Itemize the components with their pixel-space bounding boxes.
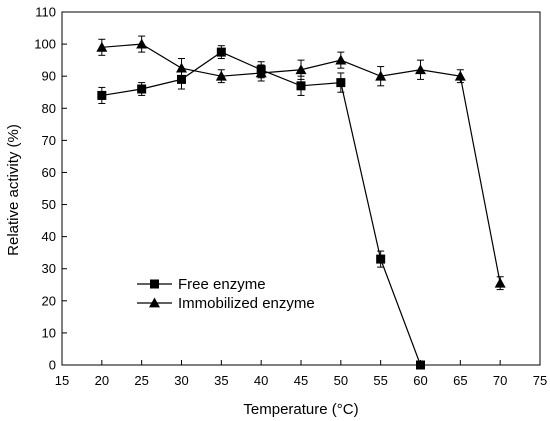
square-marker [137, 84, 147, 94]
y-tick-label: 90 [42, 69, 56, 84]
legend-item: Immobilized enzyme [137, 295, 315, 312]
x-tick-label: 60 [413, 373, 427, 388]
triangle-marker [494, 277, 506, 288]
triangle-marker [454, 70, 466, 81]
square-marker [97, 90, 107, 100]
square-marker [216, 47, 226, 57]
series-free-enzyme [97, 45, 425, 370]
x-tick-label: 50 [334, 373, 348, 388]
y-tick-label: 20 [42, 293, 56, 308]
square-marker [416, 360, 425, 370]
x-tick-label: 30 [174, 373, 188, 388]
legend-label: Free enzyme [178, 276, 266, 293]
x-tick-label: 55 [373, 373, 387, 388]
square-marker [177, 74, 186, 84]
triangle-marker [255, 67, 267, 78]
x-tick-label: 45 [294, 373, 308, 388]
y-tick-label: 70 [42, 133, 56, 148]
y-tick-label: 60 [42, 165, 56, 180]
y-tick-label: 10 [42, 325, 56, 340]
square-marker [336, 78, 346, 88]
series-immobilized-enzyme [96, 35, 506, 291]
x-tick-label: 70 [493, 373, 507, 388]
y-axis-title: Relative activity (%) [5, 124, 22, 256]
x-tick-label: 75 [533, 373, 547, 388]
x-tick-label: 25 [134, 373, 148, 388]
triangle-marker [215, 70, 227, 81]
triangle-marker [136, 38, 148, 49]
x-tick-label: 40 [254, 373, 268, 388]
legend-item: Free enzyme [137, 276, 266, 293]
axes: 15 20 25 30 35 40 45 50 55 60 65 70 75 0 10 20 30 40 50 60 7… [34, 5, 547, 389]
triangle-marker [295, 64, 307, 75]
x-tick-label: 15 [55, 373, 69, 388]
y-tick-label: 80 [42, 101, 56, 116]
square-marker [150, 279, 159, 289]
y-tick-label: 100 [34, 37, 56, 52]
x-tick-label: 35 [214, 373, 228, 388]
y-tick-label: 40 [42, 229, 56, 244]
x-tick-label: 20 [95, 373, 109, 388]
x-axis-title: Temperature (°C) [243, 401, 358, 418]
y-tick-label: 30 [42, 261, 56, 276]
y-tick-label: 0 [49, 358, 56, 373]
series-layer [96, 35, 506, 370]
square-marker [296, 81, 306, 91]
square-marker [376, 254, 386, 264]
triangle-marker [415, 64, 426, 75]
triangle-marker [375, 70, 387, 81]
triangle-marker [96, 41, 108, 52]
triangle-marker [335, 54, 347, 65]
y-tick-label: 110 [35, 5, 56, 20]
y-tick-label: 50 [42, 197, 56, 212]
series-line [101, 51, 422, 366]
triangle-marker [176, 62, 187, 73]
legend: Free enzyme Immobilized enzyme [137, 276, 315, 312]
x-tick-label: 65 [453, 373, 467, 388]
triangle-marker [149, 297, 160, 308]
legend-label: Immobilized enzyme [178, 295, 315, 312]
